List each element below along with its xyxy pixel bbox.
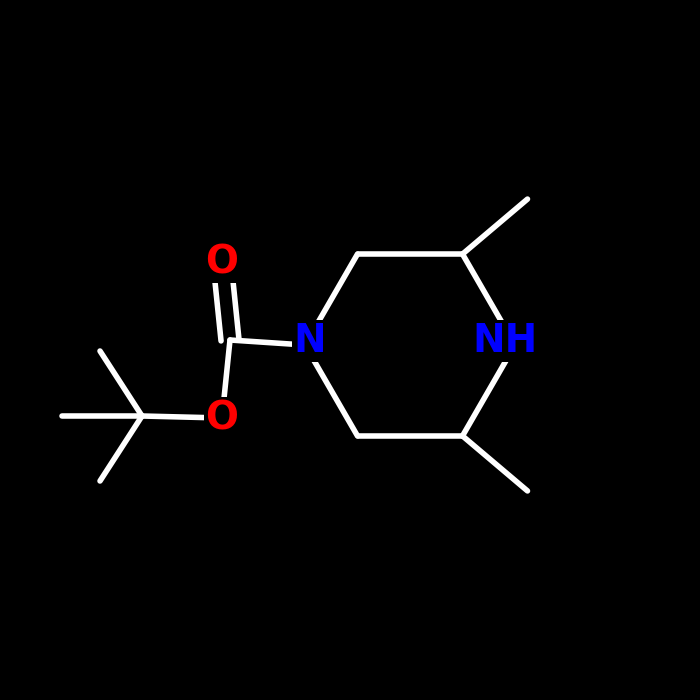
Text: N: N [294,322,326,360]
Text: NH: NH [473,322,538,360]
Text: O: O [206,399,239,437]
Text: N: N [294,322,326,360]
Text: O: O [206,243,239,281]
Text: O: O [206,243,239,281]
Text: NH: NH [473,322,538,360]
Text: O: O [206,399,239,437]
